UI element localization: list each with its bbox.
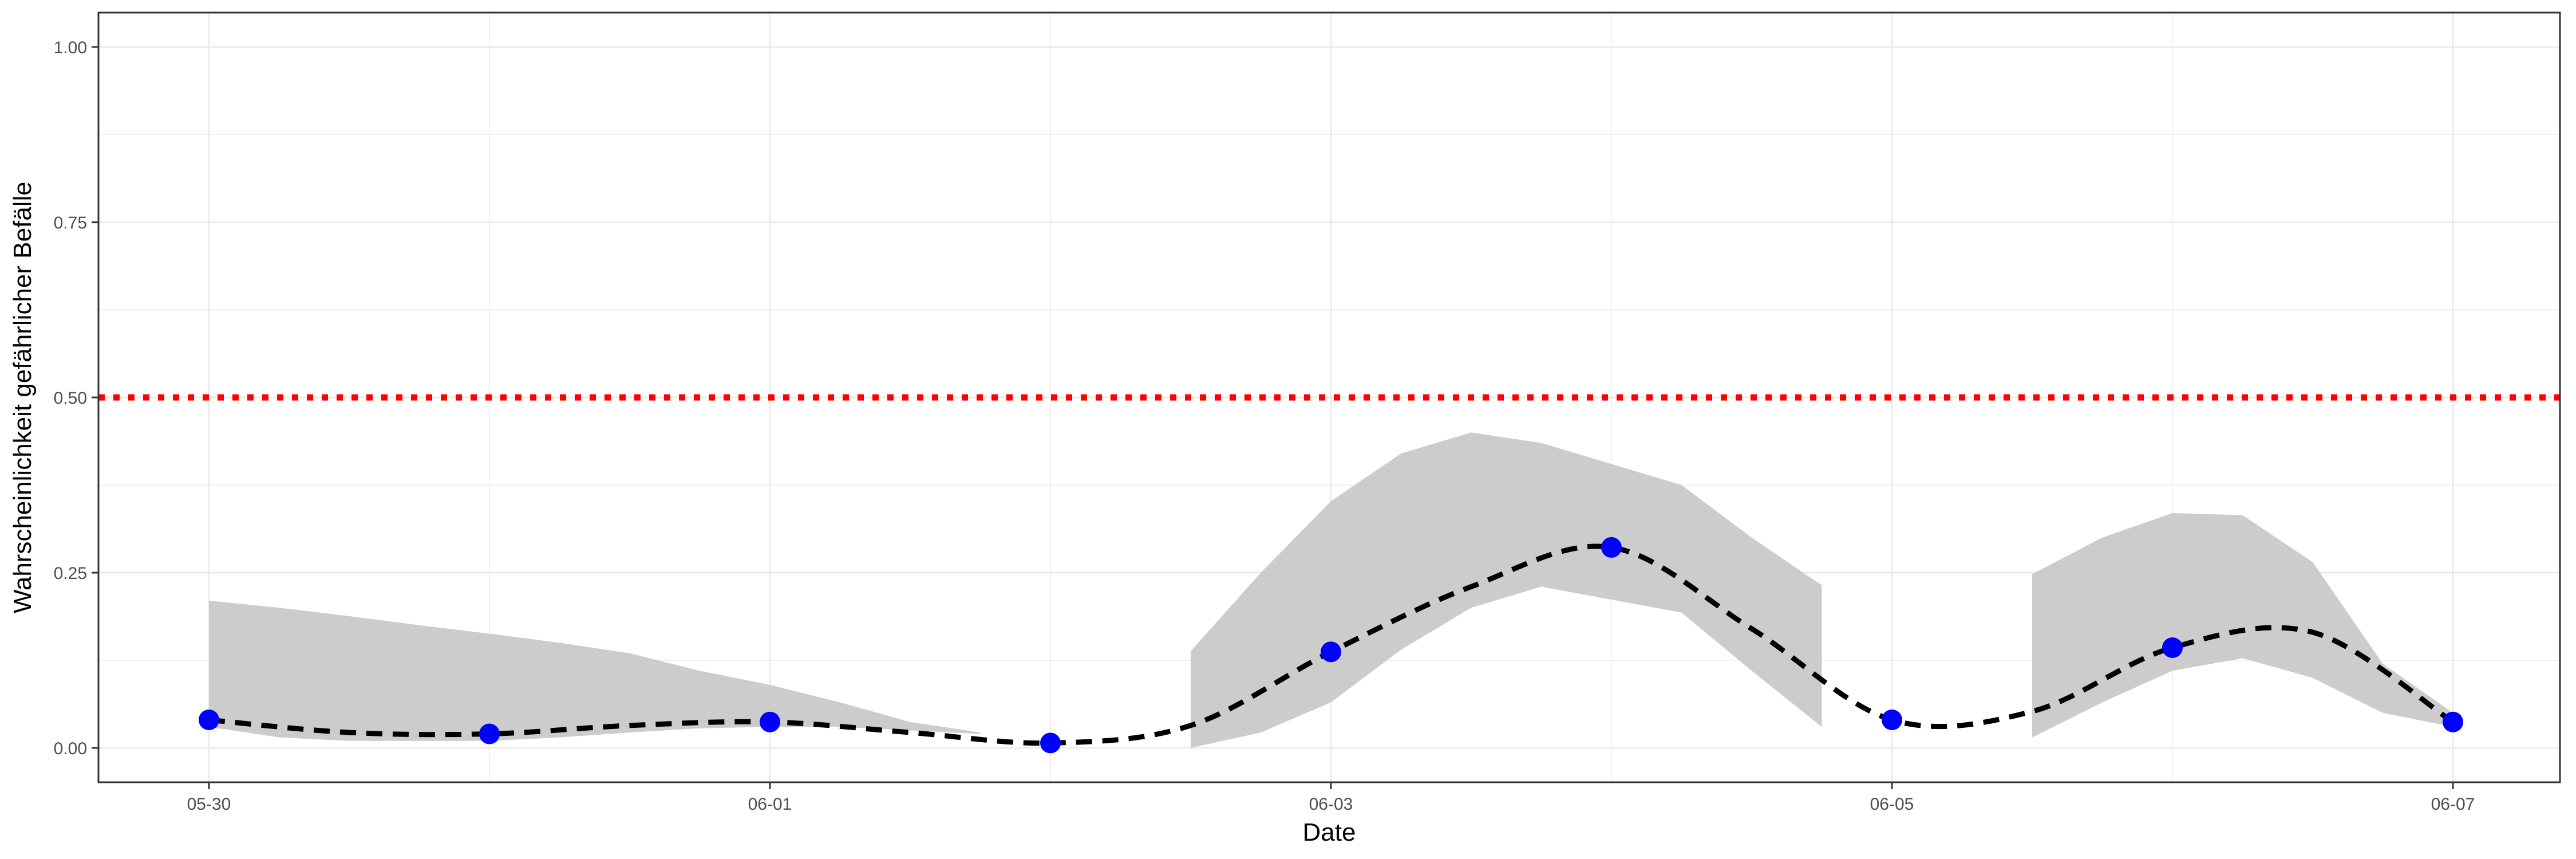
- data-points: [199, 537, 2463, 754]
- data-point: [1601, 537, 1622, 558]
- x-tick-label: 06-01: [748, 795, 792, 814]
- trend-line: [208, 543, 2455, 746]
- x-axis-title: Date: [1303, 818, 1356, 846]
- confidence-band: [2032, 513, 2453, 738]
- x-axis-ticks: 05-30 06-01 06-03 06-05 06-07: [187, 782, 2475, 814]
- x-tick-label: 06-05: [1870, 795, 1914, 814]
- data-point: [2162, 637, 2183, 658]
- y-tick-label: 0.50: [54, 389, 87, 408]
- confidence-band: [1191, 432, 1822, 748]
- data-point: [2443, 711, 2463, 732]
- confidence-band: [209, 600, 981, 741]
- data-point: [479, 723, 500, 744]
- y-axis-title: Wahrscheinlichkeit gefährlicher Befälle: [9, 182, 37, 613]
- y-tick-label: 1.00: [54, 38, 87, 57]
- x-tick-label: 06-07: [2431, 795, 2475, 814]
- data-point: [1040, 732, 1061, 754]
- y-tick-label: 0.75: [54, 214, 87, 233]
- data-point: [1321, 641, 1341, 663]
- x-tick-label: 05-30: [187, 795, 231, 814]
- y-tick-label: 0.25: [54, 564, 87, 583]
- y-axis-ticks: 0.00 0.25 0.50 0.75 1.00: [54, 38, 98, 758]
- confidence-bands: [209, 432, 2453, 748]
- data-point: [199, 710, 219, 731]
- data-point: [1882, 710, 1902, 731]
- x-tick-label: 06-03: [1309, 795, 1353, 814]
- trend-line-group: [208, 543, 2455, 746]
- data-point: [760, 711, 780, 732]
- y-tick-label: 0.00: [54, 739, 87, 758]
